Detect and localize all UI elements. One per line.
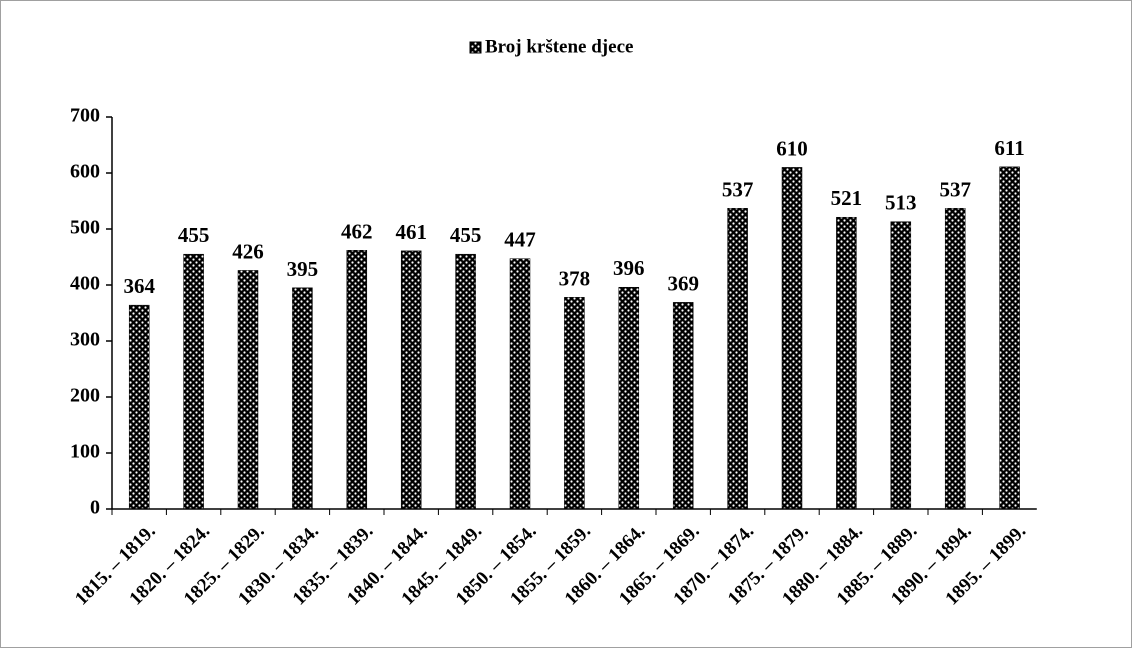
y-tick-label: 300 — [70, 329, 100, 351]
bar — [509, 258, 531, 510]
bar — [999, 166, 1020, 510]
bar — [836, 216, 857, 510]
value-label: 521 — [831, 186, 863, 210]
bar — [890, 221, 912, 510]
bar — [128, 304, 150, 510]
bar — [672, 302, 694, 510]
y-tick-label: 200 — [70, 385, 100, 407]
bar — [400, 250, 422, 510]
bar — [564, 297, 585, 510]
value-label: 461 — [395, 220, 427, 244]
bar — [618, 286, 640, 510]
value-label: 378 — [559, 266, 591, 290]
value-label: 513 — [885, 191, 917, 215]
value-label: 396 — [613, 256, 645, 280]
value-label: 537 — [939, 177, 971, 201]
y-tick-label: 100 — [70, 441, 100, 463]
value-label: 369 — [667, 271, 699, 295]
bar — [727, 208, 748, 510]
value-label: 611 — [994, 136, 1024, 160]
value-label: 537 — [722, 177, 754, 201]
value-label: 610 — [776, 136, 808, 160]
value-label: 455 — [450, 223, 482, 247]
value-label: 426 — [232, 239, 264, 263]
y-tick-label: 600 — [70, 161, 100, 183]
y-tick-label: 700 — [70, 105, 100, 127]
bar — [455, 253, 476, 510]
y-tick-label: 500 — [70, 217, 100, 239]
bar — [183, 253, 204, 510]
y-tick-label: 400 — [70, 273, 100, 295]
value-label: 455 — [178, 223, 210, 247]
bar — [944, 208, 966, 510]
value-label: 364 — [123, 274, 155, 298]
bar — [346, 250, 368, 510]
bar — [781, 167, 803, 510]
value-label: 447 — [504, 228, 536, 252]
value-label: 395 — [287, 257, 319, 281]
value-label: 462 — [341, 219, 373, 243]
legend-swatch — [469, 41, 482, 54]
bar — [237, 270, 259, 510]
bar — [292, 287, 313, 510]
y-tick-label: 0 — [90, 497, 100, 519]
legend-label: Broj krštene djece — [485, 36, 633, 57]
